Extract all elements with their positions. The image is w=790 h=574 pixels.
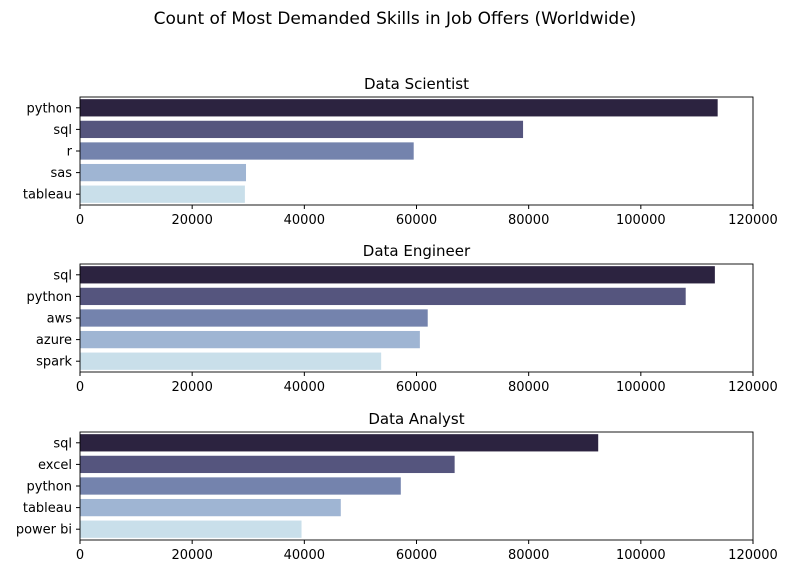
subplot-title: Data Analyst [368, 410, 464, 428]
bar-python [80, 287, 686, 306]
subplot-title: Data Engineer [363, 242, 471, 260]
x-tick-label: 80000 [508, 213, 549, 228]
subplot-2: Data Engineer sql python aws azure spark 0 2000… [27, 242, 778, 395]
bar-aws [80, 309, 428, 327]
bar-sql [80, 266, 715, 284]
x-tick-label: 100000 [616, 213, 666, 228]
bar-azure [80, 330, 420, 349]
figure-title: Count of Most Demanded Skills in Job Off… [154, 9, 637, 29]
bar-sql [80, 434, 599, 452]
x-tick-label: 120000 [728, 380, 778, 395]
y-tick-label: sas [50, 166, 72, 181]
subplot-title: Data Scientist [364, 75, 469, 93]
x-tick-label: 40000 [284, 548, 325, 563]
bar-power-bi [80, 520, 302, 538]
subplot-1: Data Scientist python sql r sas tableau 0 20000… [23, 75, 778, 228]
bar-spark [80, 352, 382, 370]
x-tick-label: 20000 [171, 380, 212, 395]
y-tick-label: tableau [23, 501, 72, 516]
x-tick-label: 60000 [396, 213, 437, 228]
bar-python [80, 477, 401, 495]
x-tick-label: 40000 [284, 213, 325, 228]
bar-sql [80, 120, 524, 139]
y-tick-label: azure [36, 333, 72, 348]
x-tick-label: 60000 [396, 380, 437, 395]
x-tick-label: 60000 [396, 548, 437, 563]
bar-python [80, 99, 718, 117]
bar-tableau [80, 185, 245, 203]
x-tick-label: 0 [76, 380, 84, 395]
x-tick-label: 120000 [728, 548, 778, 563]
y-tick-label: sql [53, 123, 72, 138]
y-tick-label: excel [38, 458, 72, 473]
bar-r [80, 142, 414, 160]
y-tick-label: tableau [23, 188, 72, 203]
y-tick-label: python [27, 290, 72, 305]
bar-sas [80, 163, 247, 182]
y-tick-label: aws [47, 312, 73, 327]
subplot-3: Data Analyst sql excel python tableau power b… [16, 410, 778, 563]
x-tick-label: 120000 [728, 213, 778, 228]
y-tick-label: python [27, 480, 72, 495]
x-tick-label: 20000 [171, 548, 212, 563]
bar-tableau [80, 498, 341, 517]
x-tick-label: 100000 [616, 380, 666, 395]
bar-excel [80, 455, 455, 474]
y-tick-label: spark [36, 355, 72, 370]
y-tick-label: python [27, 101, 72, 116]
x-tick-label: 0 [76, 213, 84, 228]
x-tick-label: 40000 [284, 380, 325, 395]
x-tick-label: 0 [76, 548, 84, 563]
x-tick-label: 100000 [616, 548, 666, 563]
y-tick-label: sql [53, 436, 72, 451]
x-tick-label: 80000 [508, 548, 549, 563]
x-tick-label: 80000 [508, 380, 549, 395]
x-tick-label: 20000 [171, 213, 212, 228]
y-tick-label: power bi [16, 523, 72, 538]
y-tick-label: r [67, 145, 73, 160]
y-tick-label: sql [53, 268, 72, 283]
